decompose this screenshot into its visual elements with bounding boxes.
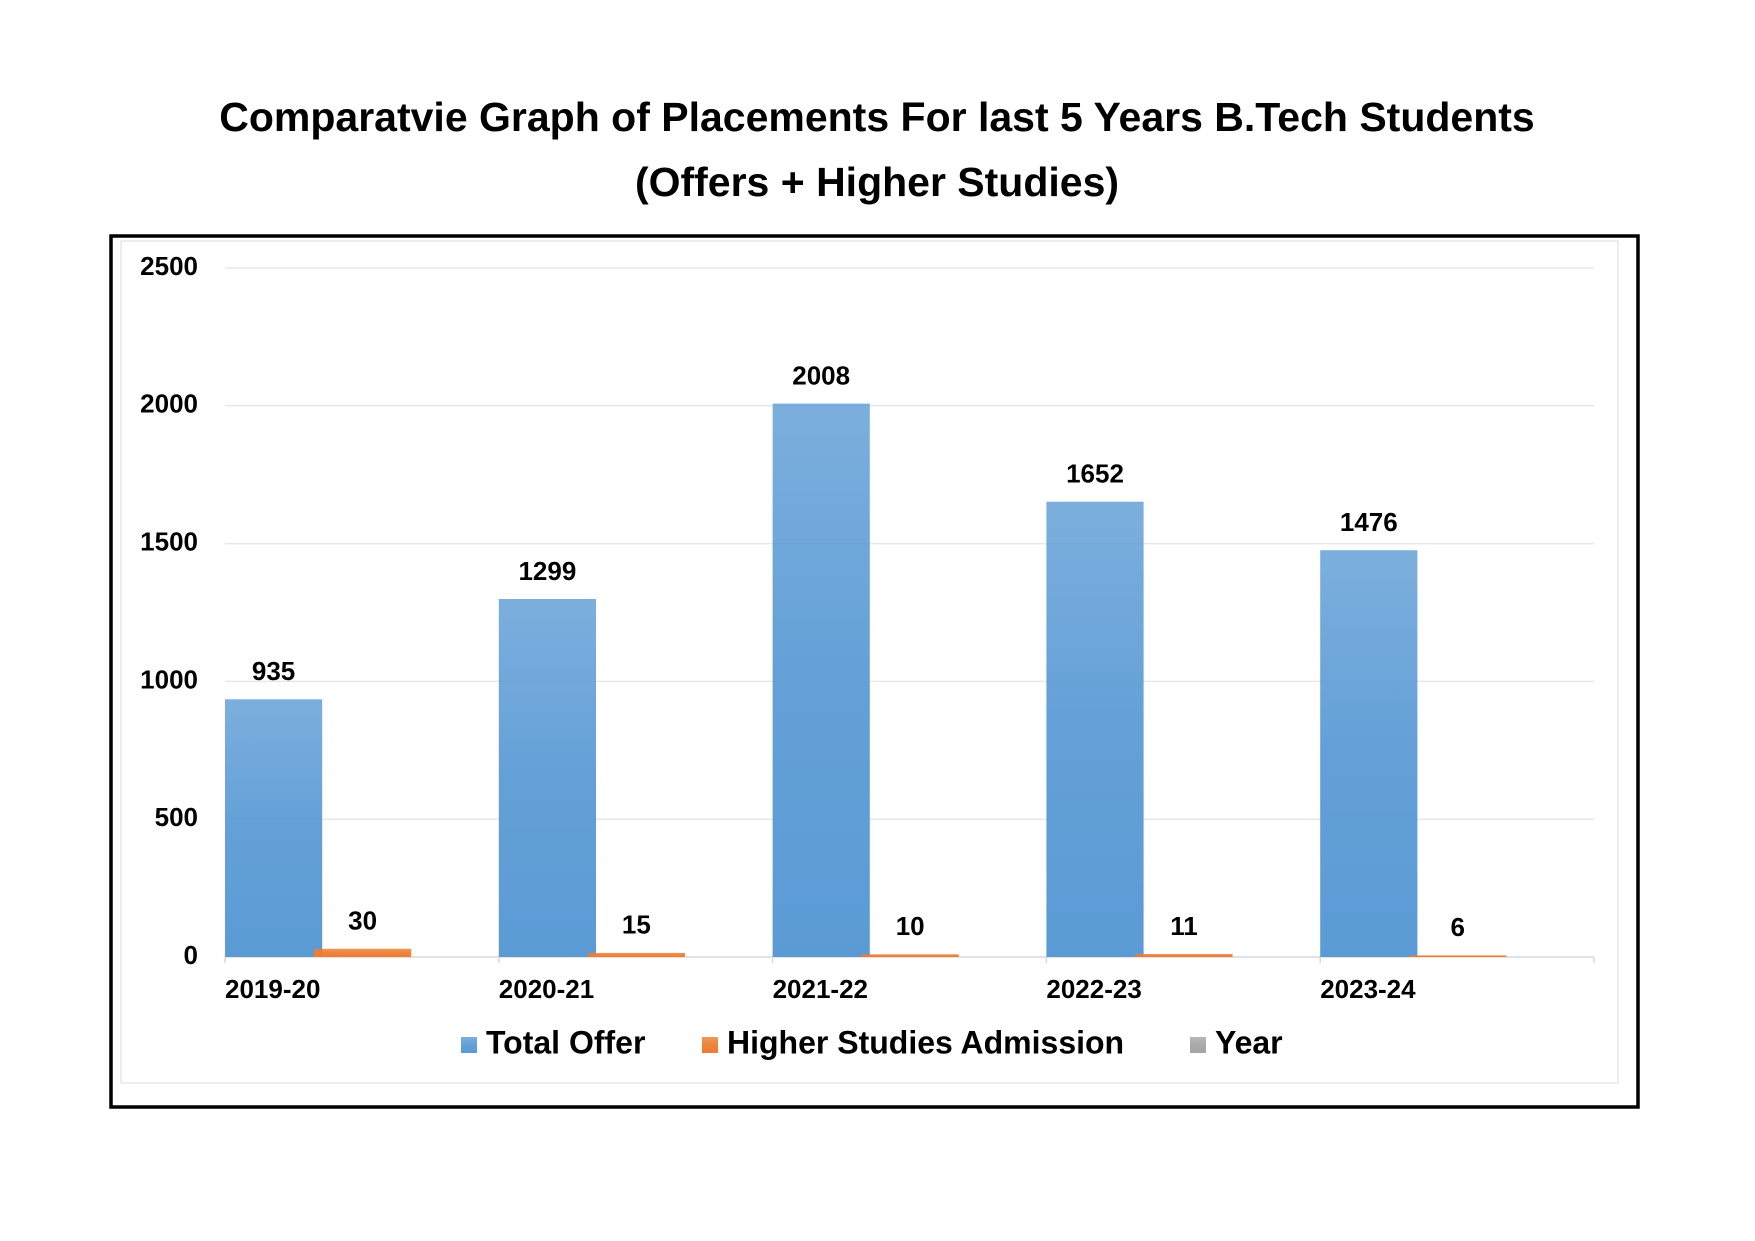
data-label: 935: [252, 656, 295, 686]
data-label: 11: [1170, 911, 1198, 941]
bar: [1046, 501, 1144, 957]
data-label: 6: [1451, 912, 1465, 942]
legend-label: Year: [1215, 1024, 1283, 1060]
bar: [587, 952, 685, 957]
bar: [313, 948, 412, 957]
x-tick-label: 2021-22: [773, 974, 868, 1004]
data-label: 1299: [518, 556, 576, 586]
x-tick-label: 2023-24: [1320, 974, 1416, 1004]
bar: [498, 598, 596, 957]
bar: [1135, 953, 1233, 957]
y-tick-label: 1000: [140, 664, 198, 694]
x-tick-label: 2020-21: [499, 974, 594, 1004]
legend-label: Higher Studies Admission: [727, 1024, 1124, 1060]
data-label: 30: [348, 906, 377, 936]
chart-title: Comparatvie Graph of Placements For last…: [219, 94, 1534, 140]
y-tick-label: 0: [184, 940, 198, 970]
legend-label: Total Offer: [486, 1024, 645, 1060]
legend-swatch: [1190, 1037, 1206, 1053]
data-label: 1476: [1340, 507, 1398, 537]
bar: [772, 403, 870, 957]
bar: [1320, 550, 1418, 957]
bar: [861, 954, 959, 957]
y-tick-label: 2000: [140, 389, 198, 419]
y-tick-label: 2500: [140, 251, 198, 281]
data-label: 1652: [1066, 459, 1124, 489]
y-tick-label: 1500: [140, 526, 198, 556]
bar: [1409, 955, 1507, 957]
data-label: 2008: [792, 360, 850, 390]
y-tick-label: 500: [155, 802, 198, 832]
x-tick-label: 2019-20: [225, 974, 320, 1004]
data-label: 15: [622, 910, 651, 940]
legend-swatch: [461, 1037, 477, 1053]
bar: [225, 699, 323, 957]
legend-swatch: [702, 1037, 718, 1053]
x-tick-label: 2022-23: [1046, 974, 1141, 1004]
chart-area-border: [120, 240, 1619, 1084]
outer-frame: [109, 234, 1640, 1109]
chart-subtitle: (Offers + Higher Studies): [635, 159, 1119, 205]
data-label: 10: [896, 911, 925, 941]
